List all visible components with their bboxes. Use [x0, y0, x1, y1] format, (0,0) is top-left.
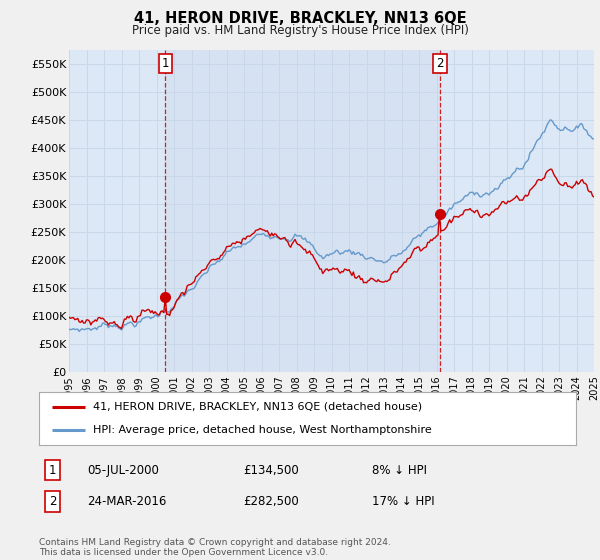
Text: Price paid vs. HM Land Registry's House Price Index (HPI): Price paid vs. HM Land Registry's House …	[131, 24, 469, 36]
Text: 17% ↓ HPI: 17% ↓ HPI	[372, 495, 434, 508]
Text: Contains HM Land Registry data © Crown copyright and database right 2024.
This d: Contains HM Land Registry data © Crown c…	[39, 538, 391, 557]
Text: 1: 1	[161, 57, 169, 70]
Text: 2: 2	[49, 495, 56, 508]
Text: 41, HERON DRIVE, BRACKLEY, NN13 6QE (detached house): 41, HERON DRIVE, BRACKLEY, NN13 6QE (det…	[93, 402, 422, 412]
Text: £134,500: £134,500	[243, 464, 299, 477]
Text: £282,500: £282,500	[243, 495, 299, 508]
Text: 05-JUL-2000: 05-JUL-2000	[88, 464, 159, 477]
Bar	[165, 50, 440, 372]
Text: 24-MAR-2016: 24-MAR-2016	[88, 495, 167, 508]
Text: HPI: Average price, detached house, West Northamptonshire: HPI: Average price, detached house, West…	[93, 425, 431, 435]
Text: 2: 2	[436, 57, 444, 70]
Text: 8% ↓ HPI: 8% ↓ HPI	[372, 464, 427, 477]
Text: 1: 1	[49, 464, 56, 477]
Text: 41, HERON DRIVE, BRACKLEY, NN13 6QE: 41, HERON DRIVE, BRACKLEY, NN13 6QE	[134, 11, 466, 26]
